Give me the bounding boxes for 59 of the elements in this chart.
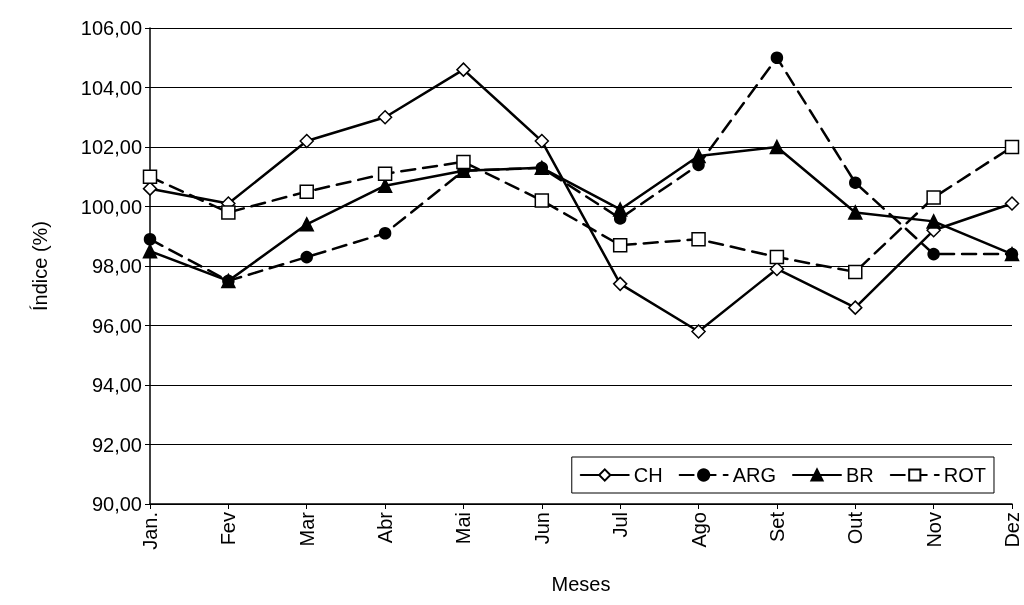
x-tick-label: Out — [844, 511, 867, 545]
x-tick-label: Jan. — [139, 512, 161, 550]
y-tick-label: 100,00 — [80, 195, 142, 218]
y-tick-label: 106,00 — [80, 17, 142, 39]
point — [769, 249, 785, 265]
x-tick-label: Mar — [295, 511, 318, 547]
point — [456, 154, 471, 170]
point — [848, 264, 863, 280]
point — [299, 184, 314, 199]
point — [848, 205, 863, 220]
x-tick-label: Fev — [217, 512, 240, 546]
point — [849, 176, 862, 189]
point — [142, 243, 158, 259]
point — [221, 205, 236, 220]
legend-label: ARG — [732, 464, 776, 486]
point — [926, 214, 941, 229]
y-axis-title: Índice (%) — [29, 220, 51, 312]
x-tick-label: Ago — [687, 512, 710, 548]
y-tick-label: 92,00 — [91, 433, 142, 456]
point — [612, 276, 628, 292]
y-tick-label: 94,00 — [91, 374, 142, 396]
y-tick-label: 104,00 — [80, 76, 142, 99]
x-tick-label: Jun — [530, 512, 553, 545]
point — [142, 169, 158, 184]
point — [377, 110, 393, 125]
x-tick-label: Dez — [1001, 512, 1023, 548]
x-tick-label: Mai — [452, 512, 475, 545]
point — [1004, 139, 1020, 155]
point — [300, 250, 313, 264]
point — [691, 148, 706, 164]
x-tick-label: Set — [765, 511, 788, 543]
y-tick-label: 102,00 — [80, 136, 142, 158]
legend-label: CH — [633, 464, 663, 486]
x-tick-label: Jul — [609, 512, 632, 538]
point — [612, 202, 628, 217]
x-tick-label: Abr — [374, 511, 397, 544]
y-tick-label: 98,00 — [91, 255, 142, 277]
point — [299, 217, 314, 232]
point — [848, 300, 863, 315]
point — [377, 166, 393, 182]
y-tick-label: 96,00 — [91, 314, 142, 337]
point — [143, 232, 157, 246]
point — [456, 62, 471, 77]
x-tick-label: Nov — [922, 512, 945, 548]
point — [691, 231, 706, 247]
legend-label: ROT — [943, 464, 986, 486]
point — [534, 193, 550, 208]
point — [927, 247, 940, 261]
point — [378, 227, 392, 240]
legend-label: BR — [846, 464, 874, 486]
point — [612, 237, 628, 253]
point — [691, 324, 706, 339]
point — [534, 133, 550, 149]
y-tick-label: 90,00 — [91, 493, 142, 515]
point — [769, 139, 785, 155]
x-axis-title: Meses — [551, 573, 611, 595]
point — [299, 133, 314, 149]
point — [770, 51, 784, 64]
point — [926, 190, 941, 205]
